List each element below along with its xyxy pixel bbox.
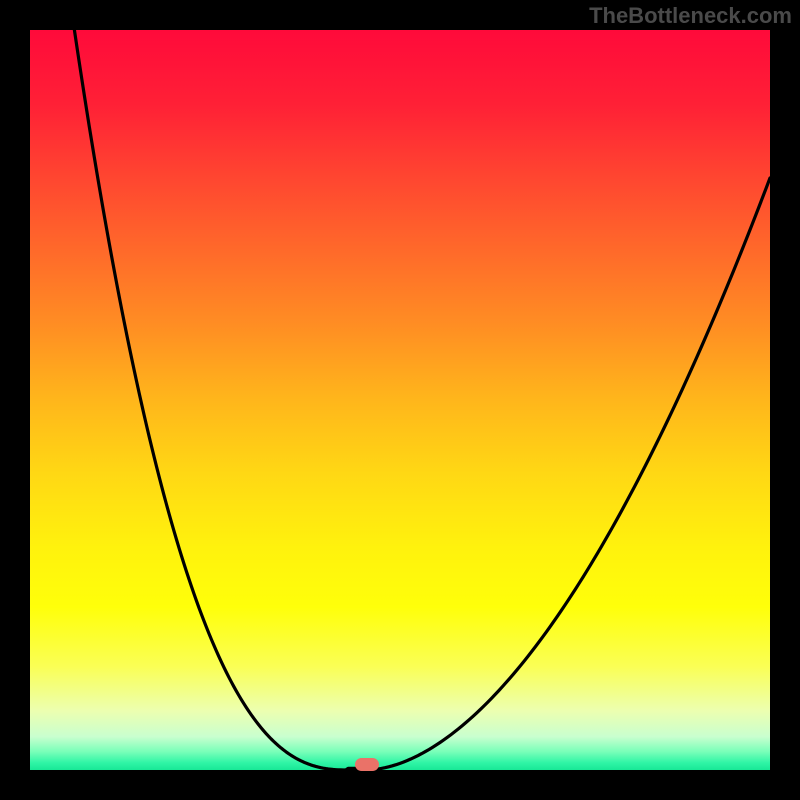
optimum-marker <box>355 758 379 771</box>
bottleneck-curve <box>0 0 800 800</box>
watermark-text: TheBottleneck.com <box>589 3 792 29</box>
chart-container: TheBottleneck.com <box>0 0 800 800</box>
